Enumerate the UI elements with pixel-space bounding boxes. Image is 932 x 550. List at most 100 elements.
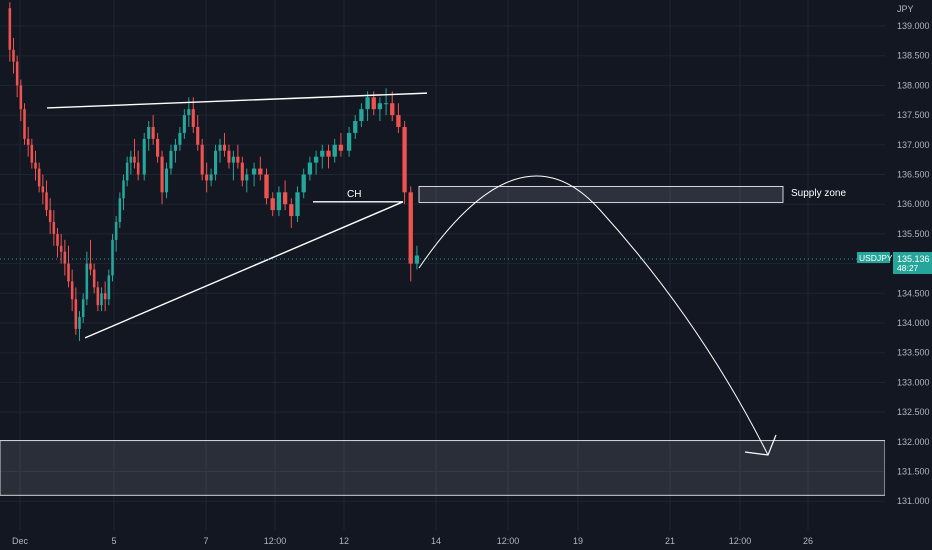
candle <box>156 132 160 163</box>
candle-body <box>37 168 41 187</box>
y-tick-label: 132.500 <box>897 407 930 417</box>
candle <box>23 103 26 145</box>
candle-body <box>320 150 325 157</box>
candle <box>196 115 200 151</box>
candle-body <box>100 293 103 306</box>
y-tick-label: 137.500 <box>897 110 930 120</box>
candle-body <box>258 168 263 175</box>
drawings <box>46 92 777 456</box>
candle <box>326 144 331 169</box>
candle-body <box>19 85 23 110</box>
candle <box>89 239 92 276</box>
candle-body <box>34 162 37 169</box>
candle-body <box>56 233 59 246</box>
candle-body <box>122 180 125 199</box>
y-tick-label: 132.000 <box>897 437 930 447</box>
candle <box>258 156 263 181</box>
candle <box>173 138 177 163</box>
candle <box>313 150 319 175</box>
candle <box>70 269 74 312</box>
candle-body <box>313 156 319 163</box>
x-tick-label: 12:00 <box>497 536 520 546</box>
candle <box>136 150 140 181</box>
candle <box>85 251 89 306</box>
candle <box>301 168 306 199</box>
candle-body <box>408 192 413 264</box>
candle-body <box>133 156 136 163</box>
candle <box>414 245 420 270</box>
candle-body <box>92 269 96 288</box>
y-tick-label: 137.000 <box>897 140 930 150</box>
candle <box>218 138 222 163</box>
candle <box>59 233 63 264</box>
candle-body <box>96 287 100 306</box>
candle-body <box>52 222 56 234</box>
candle-body <box>147 126 151 139</box>
candle <box>67 245 70 288</box>
candles <box>8 2 420 341</box>
candle-body <box>178 132 182 145</box>
candle-body <box>136 162 140 175</box>
candle <box>390 91 395 122</box>
candle <box>270 192 275 217</box>
candle <box>122 174 125 211</box>
candle-body <box>307 162 313 175</box>
candle-body <box>78 317 81 329</box>
candle <box>402 121 407 205</box>
target-zone <box>0 440 886 496</box>
candle-body <box>191 109 195 127</box>
candle <box>164 162 169 199</box>
candle-body <box>151 126 155 139</box>
candle-body <box>205 174 209 181</box>
y-tick-label: 134.500 <box>897 288 930 298</box>
candle <box>56 227 59 258</box>
x-tick-label: 12:00 <box>729 536 752 546</box>
x-tick-label: 12:00 <box>264 536 287 546</box>
x-tick-label: 19 <box>573 536 583 546</box>
candle <box>377 97 383 122</box>
candle-body <box>414 255 420 264</box>
y-tick-label: 138.000 <box>897 80 930 90</box>
x-tick-label: 5 <box>111 536 116 546</box>
candle-body <box>129 156 133 163</box>
candle-body <box>85 263 89 300</box>
candle <box>264 168 269 205</box>
candle-body <box>264 174 269 199</box>
grid <box>0 0 885 530</box>
y-tick-label: 136.500 <box>897 170 930 180</box>
candle <box>200 138 204 181</box>
candle <box>222 132 227 157</box>
candle-body <box>67 263 70 282</box>
candle <box>45 180 48 217</box>
candle <box>276 186 282 217</box>
bar-countdown: 48:27 <box>897 263 919 273</box>
candle-body <box>182 115 186 133</box>
candle <box>289 198 294 228</box>
candle-body <box>200 144 204 175</box>
projection-arrowhead <box>744 434 777 456</box>
candle-body <box>326 150 331 157</box>
candle <box>346 126 352 157</box>
candle-body <box>74 299 78 329</box>
candle-body <box>227 150 231 163</box>
candle <box>147 121 151 151</box>
candle <box>236 144 240 169</box>
candle-body <box>114 222 118 240</box>
candle <box>245 168 249 193</box>
candle <box>205 162 209 193</box>
candle-body <box>377 103 383 110</box>
candle <box>114 216 118 252</box>
x-tick-label: 21 <box>665 536 675 546</box>
candle <box>227 144 231 169</box>
candle <box>19 79 23 122</box>
candle <box>129 150 133 175</box>
price-axis[interactable] <box>885 0 932 550</box>
candle-body <box>402 126 407 193</box>
candle <box>214 144 218 181</box>
x-tick-label: 7 <box>203 536 208 546</box>
last-price-tag <box>893 252 932 274</box>
y-tick-label: 136.000 <box>897 199 930 209</box>
y-tick-label: 138.500 <box>897 51 930 61</box>
